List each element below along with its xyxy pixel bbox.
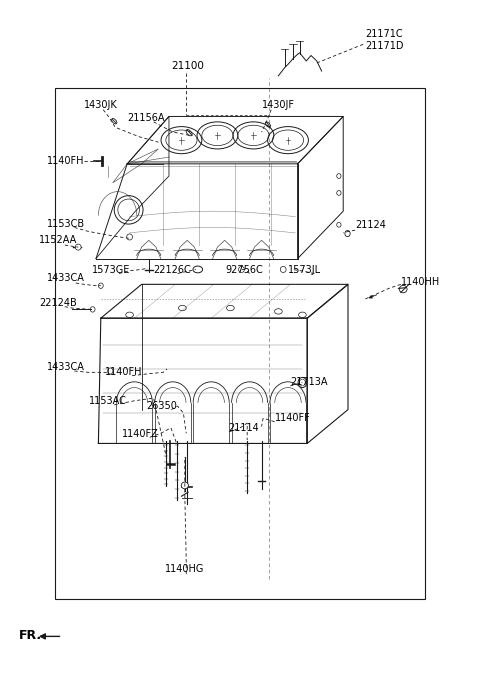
Text: 1573GE: 1573GE	[92, 265, 131, 275]
Ellipse shape	[127, 234, 132, 240]
Ellipse shape	[108, 368, 113, 374]
Ellipse shape	[336, 222, 341, 227]
Text: 1152AA: 1152AA	[39, 235, 78, 245]
Text: 21171D: 21171D	[365, 41, 403, 51]
Text: FR.: FR.	[19, 628, 42, 642]
Ellipse shape	[239, 267, 244, 272]
Text: 1140FF: 1140FF	[275, 413, 310, 423]
Text: 1433CA: 1433CA	[47, 273, 85, 283]
Text: 1140FH: 1140FH	[47, 156, 84, 166]
Text: 1140HG: 1140HG	[165, 564, 204, 574]
Text: 1140HH: 1140HH	[401, 277, 440, 287]
Ellipse shape	[336, 173, 341, 178]
Text: 21171C: 21171C	[365, 29, 402, 39]
Text: 1140FZ: 1140FZ	[122, 429, 159, 439]
Ellipse shape	[345, 230, 350, 236]
Text: 92756C: 92756C	[226, 265, 264, 275]
Text: 21100: 21100	[171, 61, 204, 71]
Text: 26350: 26350	[146, 401, 177, 411]
Text: 22124B: 22124B	[39, 298, 77, 308]
Text: 1573JL: 1573JL	[288, 265, 321, 275]
Text: 21124: 21124	[355, 220, 386, 230]
Text: 1430JK: 1430JK	[84, 100, 118, 110]
Ellipse shape	[75, 244, 81, 250]
Ellipse shape	[181, 482, 188, 489]
Text: 21713A: 21713A	[290, 377, 328, 387]
Text: 22126C: 22126C	[154, 265, 192, 275]
Text: 21114: 21114	[228, 423, 259, 433]
Bar	[55, 88, 425, 599]
Text: 1140FH: 1140FH	[105, 367, 142, 377]
Ellipse shape	[280, 267, 286, 272]
Text: 21156A: 21156A	[127, 113, 165, 123]
Text: 1153CB: 1153CB	[47, 219, 85, 229]
Text: 1433CA: 1433CA	[47, 362, 85, 372]
Ellipse shape	[98, 283, 103, 288]
Ellipse shape	[336, 191, 341, 195]
Ellipse shape	[90, 307, 95, 312]
Text: 1153AC: 1153AC	[89, 396, 127, 406]
Text: 1430JF: 1430JF	[262, 100, 295, 110]
